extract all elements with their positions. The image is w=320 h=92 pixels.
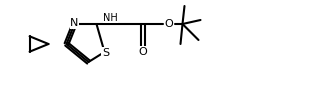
Text: O: O — [164, 19, 173, 29]
Text: N: N — [70, 18, 79, 28]
Text: O: O — [138, 47, 147, 57]
Text: S: S — [102, 48, 109, 58]
Text: NH: NH — [103, 13, 118, 23]
